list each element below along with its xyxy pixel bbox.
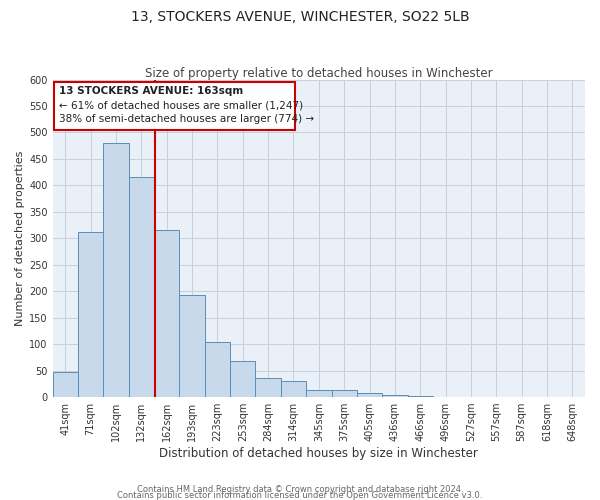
Bar [230,360,256,397]
Text: 13, STOCKERS AVENUE, WINCHESTER, SO22 5LB: 13, STOCKERS AVENUE, WINCHESTER, SO22 5L… [131,10,469,24]
Bar [281,381,306,397]
Bar [433,396,458,397]
Bar [53,372,78,397]
FancyBboxPatch shape [54,82,295,130]
Text: 38% of semi-detached houses are larger (774) →: 38% of semi-detached houses are larger (… [59,114,314,124]
Bar [357,393,382,397]
Bar [560,396,585,397]
Bar [407,396,433,397]
Bar [256,378,281,397]
Y-axis label: Number of detached properties: Number of detached properties [15,150,25,326]
Title: Size of property relative to detached houses in Winchester: Size of property relative to detached ho… [145,66,493,80]
Bar [129,178,154,397]
Bar [306,390,332,397]
Text: ← 61% of detached houses are smaller (1,247): ← 61% of detached houses are smaller (1,… [59,100,303,110]
Text: Contains HM Land Registry data © Crown copyright and database right 2024.: Contains HM Land Registry data © Crown c… [137,484,463,494]
Bar [154,230,179,397]
Bar [205,342,230,397]
Bar [382,395,407,397]
Bar [332,390,357,397]
X-axis label: Distribution of detached houses by size in Winchester: Distribution of detached houses by size … [160,447,478,460]
Bar [103,143,129,397]
Text: 13 STOCKERS AVENUE: 163sqm: 13 STOCKERS AVENUE: 163sqm [59,86,243,97]
Bar [179,296,205,397]
Bar [78,232,103,397]
Text: Contains public sector information licensed under the Open Government Licence v3: Contains public sector information licen… [118,490,482,500]
